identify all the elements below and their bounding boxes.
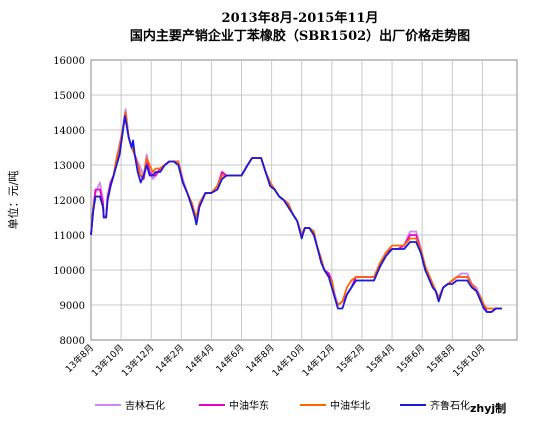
x-tick-label: 14年4月 xyxy=(183,342,216,375)
y-tick-label: 8000 xyxy=(60,336,85,347)
y-tick-label: 12000 xyxy=(53,196,85,207)
legend-label-1: 吉林石化 xyxy=(125,399,165,412)
x-tick-labels: 13年8月13年10月13年12月14年2月14年4月14年6月14年8月14年… xyxy=(63,342,488,379)
series-line-4 xyxy=(90,115,502,313)
y-axis-label: 单位：元/吨 xyxy=(6,171,20,230)
y-tick-labels: 8000 9000 10000 11000 12000 13000 14000 15000 16… xyxy=(53,56,85,347)
y-tick-label: 14000 xyxy=(53,126,85,137)
x-tick-label: 13年12月 xyxy=(119,342,156,379)
x-tick-label: 14年6月 xyxy=(213,342,246,375)
x-tick-label: 15年4月 xyxy=(364,342,397,375)
y-tick-label: 9000 xyxy=(60,301,85,312)
x-tick-label: 14年12月 xyxy=(300,342,337,379)
y-tick-label: 13000 xyxy=(53,161,85,172)
x-tick-label: 15年2月 xyxy=(334,342,367,375)
chart-title-line1: 2013年8月-2015年11月 xyxy=(222,10,379,26)
legend-label-2: 中油华东 xyxy=(229,399,269,412)
y-tick-label: 16000 xyxy=(53,56,85,67)
legend-label-4: 齐鲁石化 xyxy=(430,399,470,412)
y-tick-label: 11000 xyxy=(53,231,85,242)
grid-lines xyxy=(91,60,517,340)
legend: 吉林石化 中油华东 中油华北 齐鲁石化 xyxy=(95,399,470,412)
y-tick-label: 10000 xyxy=(53,266,85,277)
x-tick-label: 14年2月 xyxy=(153,342,186,375)
x-tick-label: 15年10月 xyxy=(450,342,487,379)
chart-title-line2: 国内主要产销企业丁苯橡胶（SBR1502）出厂价格走势图 xyxy=(130,28,470,44)
source-credit: zhyj制 xyxy=(470,401,506,415)
series-lines xyxy=(90,108,502,313)
x-tick-label: 15年6月 xyxy=(394,342,427,375)
legend-label-3: 中油华北 xyxy=(330,399,370,412)
y-tick-label: 15000 xyxy=(53,91,85,102)
